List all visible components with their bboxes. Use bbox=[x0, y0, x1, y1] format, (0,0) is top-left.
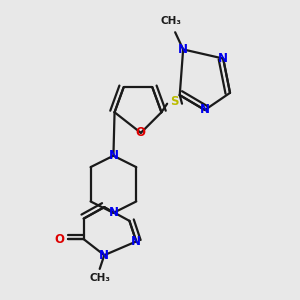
Text: S: S bbox=[170, 95, 178, 108]
Text: CH₃: CH₃ bbox=[160, 16, 181, 26]
Text: N: N bbox=[200, 103, 210, 116]
Text: CH₃: CH₃ bbox=[89, 273, 110, 283]
Text: N: N bbox=[131, 235, 141, 248]
Text: N: N bbox=[108, 149, 118, 162]
Text: N: N bbox=[108, 206, 118, 219]
Text: N: N bbox=[218, 52, 228, 65]
Text: N: N bbox=[99, 249, 109, 262]
Text: O: O bbox=[55, 233, 65, 246]
Text: O: O bbox=[136, 126, 146, 140]
Text: N: N bbox=[178, 43, 188, 56]
